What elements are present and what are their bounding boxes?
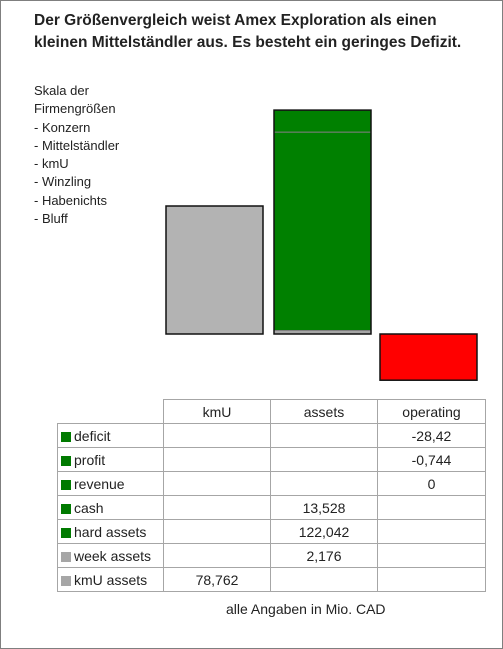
header-operating: operating bbox=[377, 399, 486, 424]
size-scale: Skala der Firmengrößen - Konzern - Mitte… bbox=[34, 82, 119, 228]
row-label: cash bbox=[57, 495, 164, 520]
legend-swatch bbox=[61, 575, 71, 586]
scale-item-habenichts: - Habenichts bbox=[34, 192, 107, 208]
legend-swatch bbox=[61, 527, 71, 538]
row-label: week assets bbox=[57, 543, 164, 568]
cell bbox=[377, 543, 486, 568]
legend-swatch bbox=[61, 551, 71, 562]
bar-segment-hard-assets bbox=[273, 131, 372, 331]
table-row: hard assets 122,042 bbox=[57, 519, 486, 544]
row-label: hard assets bbox=[57, 519, 164, 544]
cell bbox=[163, 519, 271, 544]
bar-chart bbox=[165, 109, 478, 381]
headline: Der Größenvergleich weist Amex Explorati… bbox=[34, 12, 462, 51]
cell bbox=[270, 423, 378, 448]
legend-swatch bbox=[61, 431, 71, 442]
header-corner bbox=[57, 399, 164, 424]
cell: 78,762 bbox=[163, 567, 271, 592]
row-label: kmU assets bbox=[57, 567, 164, 592]
cell: 13,528 bbox=[270, 495, 378, 520]
cell bbox=[163, 423, 271, 448]
header-assets: assets bbox=[270, 399, 378, 424]
cell bbox=[377, 519, 486, 544]
cell bbox=[163, 495, 271, 520]
table-row: revenue 0 bbox=[57, 471, 486, 496]
table-row: kmU assets 78,762 bbox=[57, 567, 486, 592]
legend-swatch bbox=[61, 479, 71, 490]
scale-item-winzling: - Winzling bbox=[34, 174, 92, 190]
scale-item-kmu: - kmU bbox=[34, 156, 69, 172]
table-row: deficit -28,42 bbox=[57, 423, 486, 448]
cell bbox=[377, 567, 486, 592]
table-row: week assets 2,176 bbox=[57, 543, 486, 568]
column-outline-kmu bbox=[165, 205, 264, 335]
legend-swatch bbox=[61, 455, 71, 466]
scale-item-mittelstaendler: - Mittelständler bbox=[34, 137, 120, 153]
scale-item-konzern: - Konzern bbox=[34, 119, 91, 135]
row-label: deficit bbox=[57, 423, 164, 448]
bar-segment-cash bbox=[273, 109, 372, 133]
legend-swatch bbox=[61, 503, 71, 514]
data-table: kmU assets operating deficit -28,42 prof… bbox=[57, 399, 486, 592]
table-header-row: kmU assets operating bbox=[57, 399, 486, 424]
cell bbox=[377, 495, 486, 520]
cell: 0 bbox=[377, 471, 486, 496]
table-row: cash 13,528 bbox=[57, 495, 486, 520]
cell bbox=[163, 543, 271, 568]
cell bbox=[163, 447, 271, 472]
scale-title-line: Firmengrößen bbox=[34, 101, 116, 117]
cell bbox=[270, 471, 378, 496]
scale-title-line: Skala der bbox=[34, 83, 89, 98]
table-row: profit -0,744 bbox=[57, 447, 486, 472]
row-label: revenue bbox=[57, 471, 164, 496]
cell bbox=[270, 567, 378, 592]
bar-segment-deficit bbox=[379, 333, 478, 381]
scale-item-bluff: - Bluff bbox=[34, 211, 68, 227]
cell bbox=[163, 471, 271, 496]
cell: -28,42 bbox=[377, 423, 486, 448]
bar-segment-kmu-assets bbox=[165, 205, 264, 335]
unit-footnote: alle Angaben in Mio. CAD bbox=[226, 601, 386, 617]
cell: -0,744 bbox=[377, 447, 486, 472]
cell: 122,042 bbox=[270, 519, 378, 544]
header-kmu: kmU bbox=[163, 399, 271, 424]
column-outline-assets bbox=[273, 109, 372, 335]
row-label: profit bbox=[57, 447, 164, 472]
column-outline-operating bbox=[379, 333, 478, 381]
cell bbox=[270, 447, 378, 472]
cell: 2,176 bbox=[270, 543, 378, 568]
